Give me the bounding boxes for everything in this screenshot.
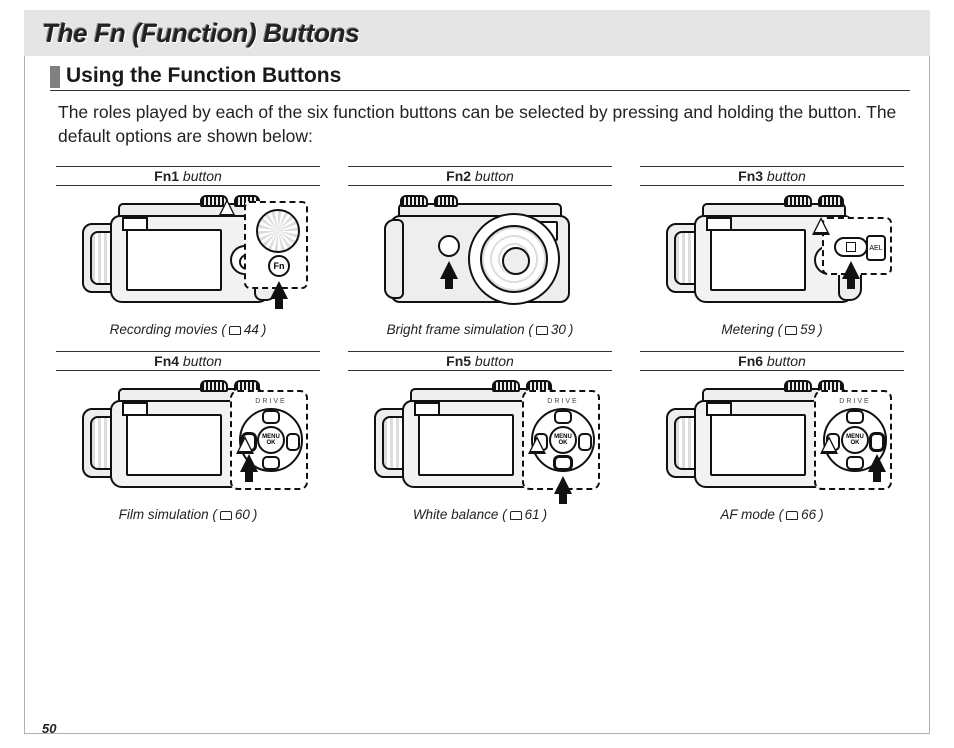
fn-caption-page: 61	[525, 507, 540, 522]
fn-caption: Recording movies ( 44)	[56, 322, 320, 337]
fn-label-name: Fn2	[446, 168, 471, 184]
page-number: 50	[42, 721, 56, 736]
book-icon	[785, 326, 797, 335]
camera-box: AEL	[640, 190, 904, 320]
fn-caption-text: AF mode	[720, 507, 775, 522]
fn-caption-text: Metering	[721, 322, 774, 337]
fn-caption: AF mode ( 66)	[640, 507, 904, 522]
fn3-detail-callout: AEL	[822, 217, 892, 275]
page-reference: ( 60)	[212, 507, 257, 522]
fn-label-word: button	[183, 168, 222, 184]
fn-label-word: button	[475, 168, 514, 184]
intro-paragraph: The roles played by each of the six func…	[58, 101, 910, 148]
page-title: The Fn (Function) Buttons	[42, 18, 359, 49]
fn-label-word: button	[767, 168, 806, 184]
fn-caption-page: 66	[801, 507, 816, 522]
fn-cell-fn6: Fn6 button MENUOK AF mode	[640, 351, 904, 530]
fn-caption-page: 30	[551, 322, 566, 337]
section-heading-row: Using the Function Buttons	[50, 64, 910, 91]
fn-label-name: Fn1	[154, 168, 179, 184]
fn-caption-text: Bright frame simulation	[387, 322, 525, 337]
fn-caption-page: 59	[800, 322, 815, 337]
content-area: Using the Function Buttons The roles pla…	[50, 64, 910, 530]
fn-label-bar: Fn1 button	[56, 166, 320, 186]
fn-label-name: Fn5	[446, 353, 471, 369]
book-icon	[510, 511, 522, 520]
fn-caption: White balance ( 61)	[348, 507, 612, 522]
fn-label-bar: Fn4 button	[56, 351, 320, 371]
camera-box: MENUOK	[640, 375, 904, 505]
section-heading: Using the Function Buttons	[66, 64, 341, 90]
fn-caption-text: White balance	[413, 507, 499, 522]
fn-caption: Bright frame simulation ( 30)	[348, 322, 612, 337]
fn-caption: Film simulation ( 60)	[56, 507, 320, 522]
page-reference: ( 44)	[221, 322, 266, 337]
camera-box: Fn	[56, 190, 320, 320]
fn-cell-fn4: Fn4 button MENUOK Film simula	[56, 351, 320, 530]
fn-label-bar: Fn2 button	[348, 166, 612, 186]
fn-cell-fn2: Fn2 button Bright frame simulation ( 30)	[348, 166, 612, 345]
fn-label-word: button	[183, 353, 222, 369]
camera-box	[348, 190, 612, 320]
book-icon	[786, 511, 798, 520]
fn2-detail-callout	[424, 225, 470, 281]
fn-cell-fn1: Fn1 button Fn Recording movies ( 4	[56, 166, 320, 345]
camera-box: MENUOK	[348, 375, 612, 505]
fn-caption-page: 44	[244, 322, 259, 337]
fn-cell-fn5: Fn5 button MENUOK White balan	[348, 351, 612, 530]
page-reference: ( 30)	[528, 322, 573, 337]
book-icon	[536, 326, 548, 335]
fn-caption: Metering ( 59)	[640, 322, 904, 337]
book-icon	[229, 326, 241, 335]
camera-front-illustration	[360, 195, 600, 315]
page-reference: ( 61)	[502, 507, 547, 522]
fn-label-word: button	[475, 353, 514, 369]
fn-caption-text: Film simulation	[119, 507, 209, 522]
fn-label-name: Fn6	[738, 353, 763, 369]
fn-label-bar: Fn6 button	[640, 351, 904, 371]
page-reference: ( 66)	[779, 507, 824, 522]
fn-button-grid: Fn1 button Fn Recording movies ( 4	[56, 166, 904, 530]
fn-label-word: button	[767, 353, 806, 369]
fn-label-bar: Fn5 button	[348, 351, 612, 371]
fn1-detail-callout: Fn	[244, 201, 308, 289]
fn-cell-fn3: Fn3 button AEL Metering ( 59)	[640, 166, 904, 345]
section-accent-bar	[50, 66, 60, 88]
fn-caption-page: 60	[235, 507, 250, 522]
camera-box: MENUOK	[56, 375, 320, 505]
title-bar: The Fn (Function) Buttons	[24, 10, 930, 56]
fn-caption-text: Recording movies	[110, 322, 218, 337]
fn-label-name: Fn3	[738, 168, 763, 184]
book-icon	[220, 511, 232, 520]
fn-label-name: Fn4	[154, 353, 179, 369]
page-reference: ( 59)	[778, 322, 823, 337]
fn-label-bar: Fn3 button	[640, 166, 904, 186]
